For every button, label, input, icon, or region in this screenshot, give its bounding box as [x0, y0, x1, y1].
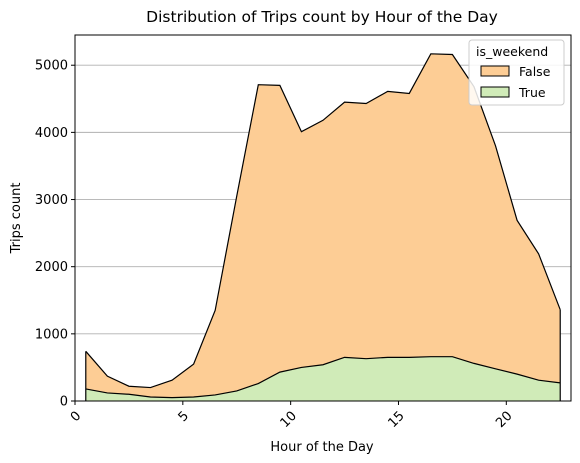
- x-tick-label: 10: [278, 409, 300, 431]
- x-tick-label: 5: [176, 409, 192, 425]
- x-axis-title: Hour of the Day: [270, 440, 374, 455]
- legend-swatch-true: [480, 86, 510, 98]
- area-series-group: [85, 53, 561, 401]
- y-tick-label: 1000: [35, 327, 68, 342]
- series-line-true: [85, 356, 561, 399]
- x-tick-label: 20: [493, 409, 515, 431]
- y-tick-label: 3000: [35, 193, 68, 208]
- y-tick-label: 4000: [35, 126, 68, 141]
- y-tick-label: 5000: [35, 59, 68, 74]
- chart-title: Distribution of Trips count by Hour of t…: [146, 8, 498, 26]
- plot-frame: [74, 34, 572, 402]
- x-tick-label: 0: [68, 409, 84, 425]
- y-tick-label: 2000: [35, 260, 68, 275]
- y-axis-title: Trips count: [9, 183, 24, 255]
- legend-title: is_weekend: [476, 44, 548, 59]
- series-line-false: [85, 53, 561, 389]
- legend-swatch-false: [480, 65, 510, 77]
- area-series-true: [85, 356, 561, 401]
- y-tick-label: 0: [60, 395, 68, 410]
- area-series-false: [85, 53, 561, 398]
- legend-label-true: True: [518, 85, 546, 100]
- x-tick-label: 15: [385, 409, 407, 431]
- legend-label-false: False: [519, 64, 551, 79]
- legend: is_weekend False True: [468, 39, 565, 106]
